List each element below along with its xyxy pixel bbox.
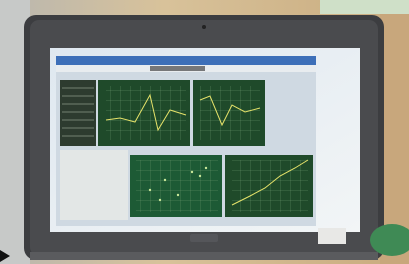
- side-panel: [60, 150, 128, 220]
- point: [205, 167, 207, 169]
- point: [164, 179, 166, 181]
- sticker: [318, 228, 346, 244]
- laptop-base: [30, 252, 378, 260]
- chart-grid: [106, 86, 186, 140]
- photo: [0, 0, 409, 264]
- point: [199, 175, 201, 177]
- chart-grid: [232, 160, 308, 212]
- webcam: [202, 25, 206, 29]
- top-right-light: [320, 0, 409, 14]
- point: [159, 199, 161, 201]
- page: [0, 0, 409, 264]
- point: [177, 194, 179, 196]
- chart-grid: [200, 86, 260, 140]
- point: [149, 189, 151, 191]
- title-bar: [56, 56, 316, 65]
- point: [191, 171, 193, 173]
- toolbar: [150, 66, 205, 71]
- brand-logo: [190, 234, 218, 242]
